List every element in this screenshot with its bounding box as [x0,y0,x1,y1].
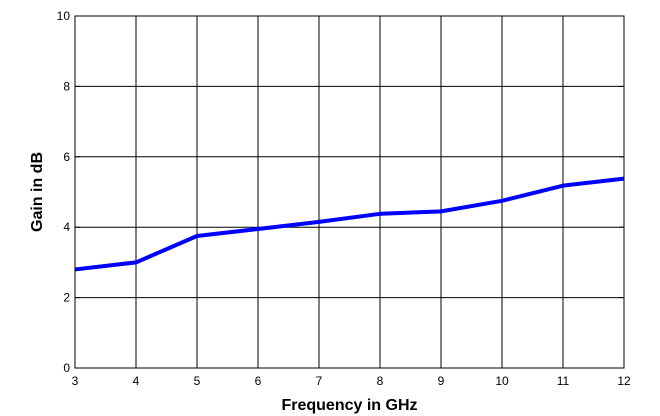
x-axis-label: Frequency in GHz [281,397,417,414]
x-tick-label: 6 [255,374,262,388]
x-tick-label: 4 [133,374,140,388]
y-tick-label: 6 [63,150,70,164]
gain-series-line [74,176,625,272]
x-tick-label: 10 [495,374,509,388]
plot-frame [74,15,625,369]
y-axis-label: Gain in dB [29,152,46,232]
y-tick-labels: 0 2 4 6 8 10 [57,9,624,375]
x-tick-labels: 3 4 5 6 7 8 9 10 11 12 [72,16,631,388]
x-tick-label: 7 [316,374,323,388]
y-tick-label: 10 [57,9,71,23]
y-tick-label: 4 [63,220,70,234]
x-tick-label: 11 [557,374,570,388]
x-tick-label: 8 [377,374,384,388]
x-tick-label: 12 [617,374,631,388]
y-tick-label: 2 [63,291,70,305]
x-tick-label: 5 [194,374,201,388]
x-tick-label: 3 [72,374,79,388]
series-layer [74,176,625,272]
y-tick-label: 8 [63,79,70,93]
x-tick-label: 9 [438,374,445,388]
y-tick-label: 0 [63,361,70,375]
